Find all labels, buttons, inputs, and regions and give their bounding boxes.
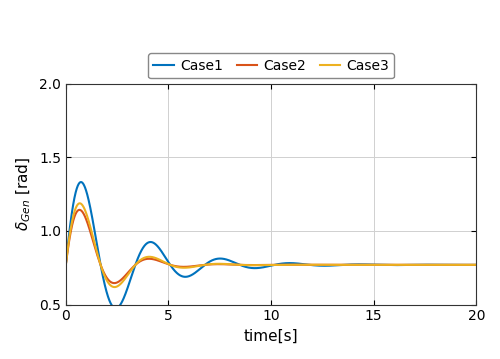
Case2 [361,263,367,267]
Case1 [63,263,69,267]
Case3 [238,263,244,267]
Case1 [113,306,119,311]
Case2 [440,263,446,267]
Case3 [63,263,69,267]
Case3 [361,263,367,267]
X-axis label: time[s]: time[s] [244,329,298,344]
Case2 [461,263,467,267]
Case2 [238,263,244,267]
Case3 [236,263,242,267]
Case2 [474,263,480,267]
Case2 [112,281,117,285]
Case1 [361,262,367,267]
Case1 [236,262,242,266]
Line: Case2: Case2 [66,210,476,283]
Case3 [440,263,446,267]
Case1 [474,263,480,267]
Case3 [77,201,83,205]
Case1 [258,266,264,270]
Y-axis label: $\delta_{Gen}$ [rad]: $\delta_{Gen}$ [rad] [15,157,34,231]
Case3 [461,263,467,267]
Case3 [258,263,264,267]
Case1 [461,263,467,267]
Line: Case3: Case3 [66,203,476,287]
Legend: Case1, Case2, Case3: Case1, Case2, Case3 [148,53,394,78]
Case2 [236,263,242,267]
Case2 [63,263,69,267]
Case3 [112,285,117,289]
Case2 [76,208,82,212]
Case3 [474,263,480,267]
Case1 [440,263,446,267]
Case1 [78,180,84,184]
Case1 [238,264,244,268]
Case2 [258,263,264,267]
Line: Case1: Case1 [66,182,476,308]
